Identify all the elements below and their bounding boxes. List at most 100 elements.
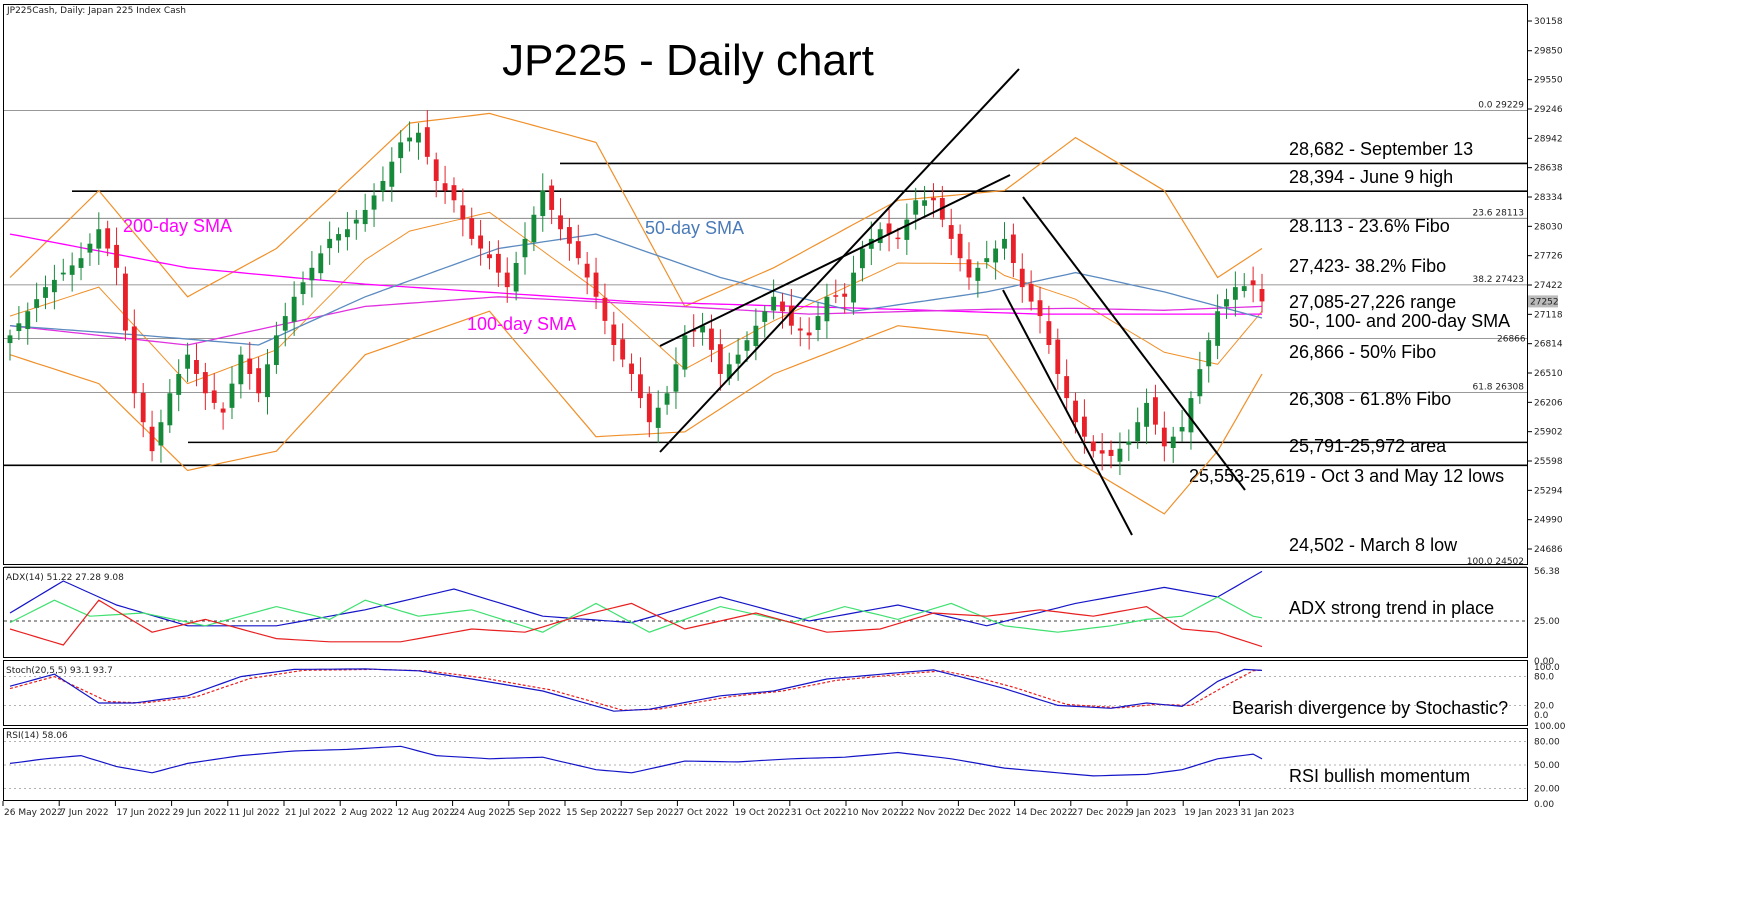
candle-body [220, 408, 226, 413]
rsi-annotation: RSI bullish momentum [1289, 766, 1470, 786]
stoch-header: Stoch(20,5,5) 93.1 93.7 [6, 666, 113, 676]
candle-body [584, 263, 590, 278]
candle-body [487, 254, 492, 259]
time-tick-label: 21 Jul 2022 [285, 808, 336, 818]
candle-body [700, 325, 706, 333]
candle-body [1046, 321, 1052, 346]
adx-line [9, 570, 1263, 627]
price-tick-label: 26814 [1534, 340, 1563, 350]
adx-tick-label: 56.38 [1534, 567, 1560, 577]
candle-body [43, 287, 48, 298]
candle-body [1099, 450, 1105, 454]
time-tick-label: 7 Oct 2022 [678, 808, 728, 818]
candle-body [1259, 288, 1265, 302]
moving-averages [9, 233, 1263, 346]
candle-body [735, 354, 741, 364]
price-tick-label: 29246 [1534, 105, 1563, 115]
candle-body [1153, 397, 1158, 425]
candle-body [140, 392, 146, 423]
candle-body [416, 132, 421, 143]
candle-body [1037, 300, 1043, 317]
candle-body [1161, 427, 1167, 447]
candle-body [1117, 448, 1123, 462]
candle-body [69, 265, 75, 275]
time-tick-label: 19 Jan 2023 [1184, 808, 1238, 818]
time-tick-label: 10 Nov 2022 [847, 808, 905, 818]
candle-body [1073, 400, 1078, 423]
candle-body [629, 363, 634, 374]
candle-body [105, 228, 111, 249]
time-tick-label: 27 Dec 2022 [1072, 808, 1130, 818]
candle-body [353, 219, 359, 224]
candle-body [344, 229, 350, 238]
candle-body [273, 335, 279, 365]
candlesticks [7, 110, 1265, 476]
candle-body [469, 218, 475, 239]
sma100-label: 100-day SMA [467, 314, 576, 334]
candle-body [7, 335, 13, 344]
candle-body [646, 393, 652, 423]
candle-body [229, 383, 235, 408]
candle-body [833, 295, 839, 297]
candle-body [1224, 299, 1229, 307]
candle-body [806, 332, 812, 336]
candle-body [1188, 398, 1194, 433]
candle-body [931, 197, 936, 201]
bollinger-lower-line [9, 310, 1263, 515]
candle-body [407, 137, 412, 142]
adx-tick-label: 25.00 [1534, 617, 1560, 627]
candle-body [389, 161, 395, 187]
sma200-label: 200-day SMA [123, 216, 232, 236]
price-tick-label: 27422 [1534, 281, 1563, 291]
candle-body [202, 372, 208, 394]
candle-body [362, 209, 368, 225]
price-tick-label: 26206 [1534, 398, 1563, 408]
level-label: 24,502 - March 8 low [1289, 535, 1458, 555]
candle-body [1090, 441, 1096, 452]
candle-body [371, 195, 377, 210]
price-tick-label: 24990 [1534, 516, 1563, 526]
candle-body [860, 248, 865, 269]
rsi-tick-label: 80.00 [1534, 738, 1560, 748]
candle-body [451, 185, 457, 201]
candle-body [815, 316, 821, 331]
trendline [659, 68, 1020, 453]
candle-body [575, 241, 581, 259]
candle-body [460, 205, 466, 220]
bollinger-upper-line [9, 112, 1263, 308]
candle-body [1241, 286, 1247, 292]
candle-body [327, 238, 333, 249]
candle-body [424, 127, 430, 157]
stoch-tick-label: 20.0 [1534, 701, 1554, 711]
candle-body [531, 214, 537, 243]
level-label: 28,394 - June 9 high [1289, 167, 1453, 187]
candle-body [1028, 283, 1034, 302]
fibo-tag: 100.0 24502 [1467, 557, 1524, 567]
candle-body [336, 234, 341, 241]
candle-body [762, 311, 768, 322]
candle-body [1215, 311, 1221, 346]
candle-body [247, 358, 253, 374]
candle-body [913, 200, 919, 215]
candle-body [1135, 422, 1141, 442]
candle-body [948, 225, 954, 239]
level-label: 26,308 - 61.8% Fibo [1289, 389, 1451, 409]
candle-body [638, 374, 643, 399]
price-tick-label: 24686 [1534, 545, 1563, 555]
candle-body [566, 227, 572, 244]
level-label: 28.113 - 23.6% Fibo [1289, 216, 1450, 236]
candle-body [558, 215, 563, 230]
candle-body [797, 328, 803, 331]
candle-body [975, 267, 981, 281]
time-tick-label: 29 Jun 2022 [173, 808, 227, 818]
price-tick-label: 27726 [1534, 252, 1563, 262]
candle-body [96, 229, 102, 249]
candle-body [1170, 436, 1176, 449]
candle-body [682, 335, 688, 370]
trendline [1022, 196, 1246, 491]
candle-body [16, 323, 22, 332]
candle-body [238, 354, 244, 385]
candle-body [922, 200, 928, 206]
candle-body [717, 344, 723, 374]
